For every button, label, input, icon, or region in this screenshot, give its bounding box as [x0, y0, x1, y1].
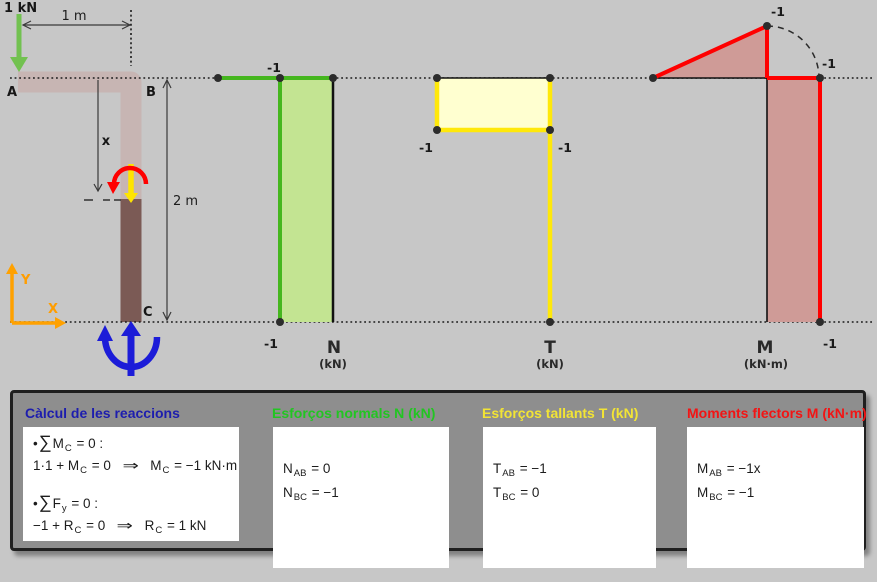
n-diagram-fill: [280, 78, 333, 322]
shear-formula-box: TAB = −1 TBC = 0: [483, 427, 656, 568]
m-diagram-title: M: [757, 338, 774, 358]
dim-bc-arrow-top: [162, 78, 172, 89]
point-dot: [276, 74, 284, 82]
t-diagram-unit: (kN): [536, 357, 564, 371]
dim-ab-label: 1 m: [61, 9, 86, 24]
formula-line: 1·1 + MC = 0 ⇒ MC = −1 kN·m: [33, 458, 238, 476]
point-dot: [276, 318, 284, 326]
t-value-right: -1: [558, 140, 572, 155]
dim-bc-label: 2 m: [173, 194, 198, 209]
m-diagram-fill-bc: [767, 78, 820, 322]
t-diagram-title: T: [544, 338, 556, 358]
formula-line: •∑MC = 0 :: [33, 432, 104, 454]
point-dot: [816, 318, 824, 326]
dim-x-arrow: [93, 183, 103, 193]
y-axis-arrow-head: [6, 263, 18, 274]
shear-section-title: Esforços tallants T (kN): [482, 405, 639, 421]
moment-formula-box: MAB = −1x MBC = −1: [687, 427, 864, 568]
reactions-section-title: Càlcul de les reaccions: [25, 405, 180, 421]
normal-formula-box: NAB = 0 NBC = −1: [273, 427, 449, 568]
normal-section-title: Esforços normals N (kN): [272, 405, 436, 421]
node-c-label: C: [143, 305, 153, 320]
dim-ab-arrow-left: [21, 20, 32, 30]
point-dot: [329, 74, 337, 82]
load-label: 1 kN: [4, 1, 37, 16]
dim-ab-arrow-right: [121, 20, 132, 30]
node-b-label: B: [146, 85, 156, 100]
cut-moment-arc: [111, 165, 149, 185]
reactions-formula-box: •∑MC = 0 : 1·1 + MC = 0 ⇒ MC = −1 kN·m •∑F…: [23, 427, 239, 541]
node-a-label: A: [7, 85, 17, 100]
formula-gap: [33, 478, 229, 490]
point-dot: [546, 126, 554, 134]
calculation-panel: Càlcul de les reaccions •∑MC = 0 : 1·1 +…: [10, 390, 867, 568]
diagrams-svg: 1 kN 1 m x 2 m A B C Y X: [4, 1, 872, 376]
formula-line: NBC = −1: [283, 485, 339, 503]
x-axis-arrow-head: [55, 317, 66, 329]
formula-line: MBC = −1: [697, 485, 755, 503]
n-diagram-title: N: [327, 338, 341, 358]
point-dot: [433, 126, 441, 134]
reaction-moment-arc: [101, 336, 161, 371]
point-dot: [649, 74, 657, 82]
cut-moment-arrow-head: [107, 182, 120, 194]
frame-member-upper: [18, 71, 142, 200]
reaction-moment-arrow-head: [97, 325, 113, 341]
point-dot: [816, 74, 824, 82]
formula-line: TAB = −1: [493, 461, 547, 479]
point-dot: [433, 74, 441, 82]
y-axis-label: Y: [20, 273, 31, 288]
dim-bc-arrow-bottom: [162, 311, 172, 322]
point-dot: [546, 74, 554, 82]
formula-line: NAB = 0: [283, 461, 331, 479]
m-value-corner: -1: [822, 56, 836, 71]
t-value-left: -1: [419, 140, 433, 155]
formula-line: MAB = −1x: [697, 461, 761, 479]
formula-line: −1 + RC = 0 ⇒ RC = 1 kN: [33, 518, 207, 536]
n-diagram-line: [218, 76, 333, 322]
point-dot: [763, 22, 771, 30]
cut-shear-arrow-head: [124, 193, 138, 203]
x-axis-label: X: [48, 302, 58, 317]
reaction-force-arrow-head: [121, 321, 141, 336]
dim-x-label: x: [102, 134, 111, 149]
m-corner-rotation-arc: [766, 25, 820, 79]
moment-section-title: Moments flectors M (kN·m): [687, 405, 867, 421]
load-arrow-head: [10, 57, 28, 72]
n-diagram-unit: (kN): [319, 357, 347, 371]
formula-line: TBC = 0: [493, 485, 540, 503]
m-value-apex: -1: [771, 4, 785, 19]
t-diagram-fill: [437, 78, 550, 130]
n-value-bottom: -1: [264, 336, 278, 351]
point-dot: [214, 74, 222, 82]
n-value-top: -1: [267, 60, 281, 75]
point-dot: [546, 318, 554, 326]
m-value-bottom: -1: [823, 336, 837, 351]
m-diagram-unit: (kN·m): [744, 357, 788, 371]
formula-line: •∑Fy = 0 :: [33, 492, 98, 514]
